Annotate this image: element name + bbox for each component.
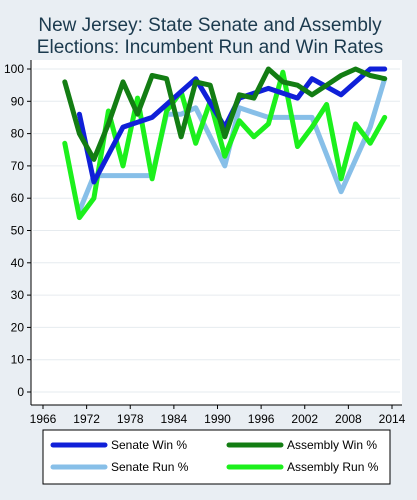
- y-tick-label-90: 90: [11, 94, 25, 108]
- y-tick-label-80: 80: [11, 127, 25, 141]
- chart-title-line-2: Elections: Incumbent Run and Win Rates: [37, 37, 383, 58]
- legend-label-assembly-run: Assembly Run %: [287, 460, 379, 474]
- legend-box: [42, 429, 391, 485]
- x-tick-label-2008: 2008: [335, 412, 362, 426]
- x-tick-label-2002: 2002: [291, 412, 318, 426]
- x-tick-label-1972: 1972: [73, 412, 100, 426]
- y-tick-label-60: 60: [11, 191, 25, 205]
- y-tick-label-20: 20: [11, 320, 25, 334]
- series-line-assembly-win: [62, 66, 388, 162]
- legend-label-assembly-win: Assembly Win %: [287, 438, 377, 452]
- series-line-assembly-run: [62, 69, 388, 221]
- y-tick-label-30: 30: [11, 288, 25, 302]
- y-tick-label-40: 40: [11, 256, 25, 270]
- y-tick-label-100: 100: [4, 62, 24, 76]
- chart-title-line-1: New Jersey: State Senate and Assembly: [38, 15, 382, 36]
- x-tick-label-1996: 1996: [248, 412, 275, 426]
- x-tick-label-1978: 1978: [117, 412, 144, 426]
- x-tick-label-1990: 1990: [204, 412, 231, 426]
- y-tick-label-50: 50: [11, 224, 25, 238]
- x-tick-label-2014: 2014: [379, 412, 406, 426]
- x-tick-label-1984: 1984: [161, 412, 188, 426]
- x-tick-label-1966: 1966: [30, 412, 57, 426]
- y-tick-label-70: 70: [11, 159, 25, 173]
- y-tick-label-10: 10: [11, 353, 25, 367]
- legend-label-senate-win: Senate Win %: [111, 438, 187, 452]
- y-tick-label-0: 0: [17, 385, 24, 399]
- series-line-senate-run: [76, 76, 388, 214]
- legend-label-senate-run: Senate Run %: [111, 460, 189, 474]
- series-line-senate-win: [76, 66, 388, 185]
